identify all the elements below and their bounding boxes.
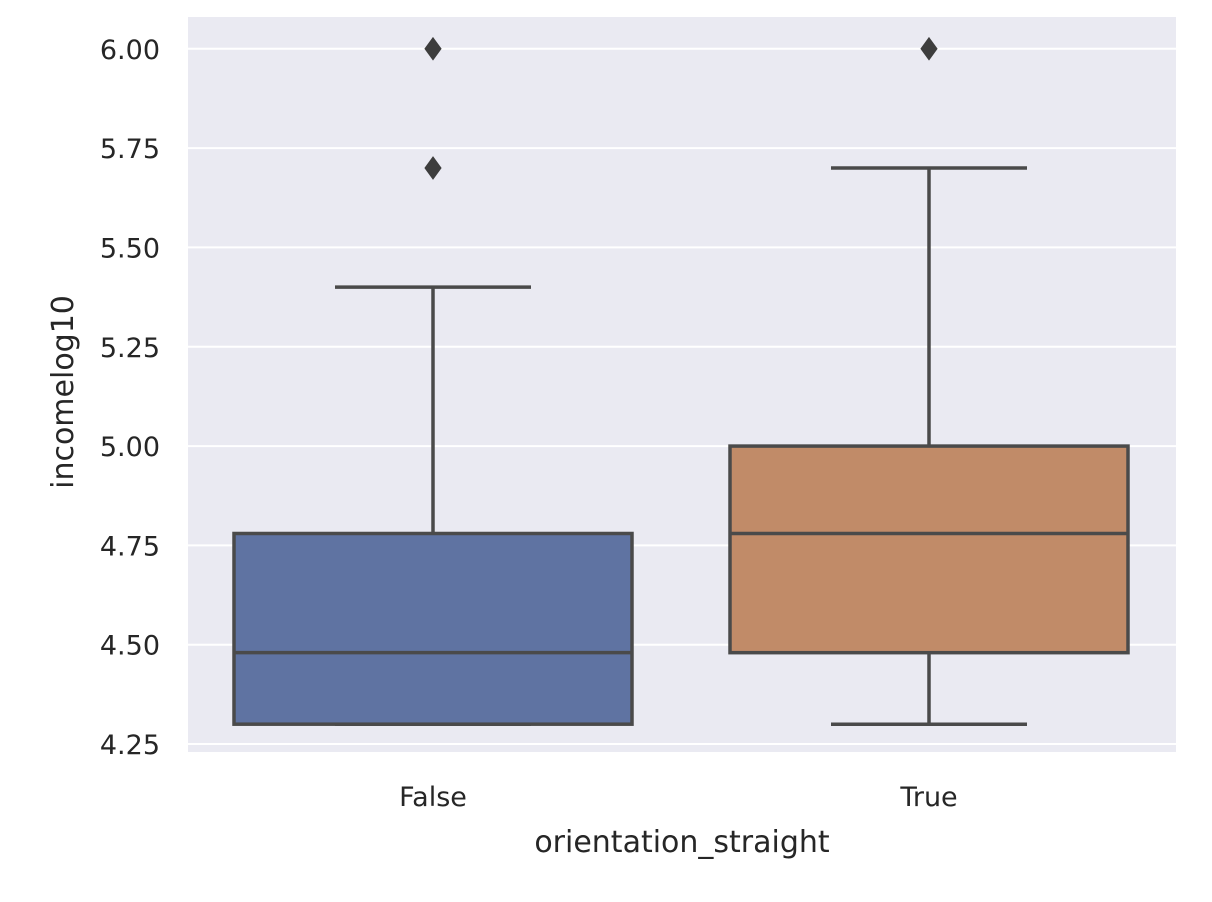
y-tick-label: 5.75 — [100, 134, 160, 165]
y-axis-label: incomelog10 — [46, 295, 81, 489]
y-tick-label: 4.50 — [100, 631, 160, 662]
iqr-box — [728, 444, 1130, 655]
y-tick-label: 4.75 — [100, 531, 160, 562]
y-tick-labels: 4.25 4.50 4.75 5.00 5.25 5.50 5.75 6.00 — [100, 35, 160, 761]
x-tick-label: True — [899, 782, 957, 813]
y-tick-label: 5.25 — [100, 333, 160, 364]
x-axis-label: orientation_straight — [534, 825, 830, 860]
iqr-box — [232, 531, 634, 726]
boxes — [232, 36, 1130, 726]
outlier-point — [424, 36, 442, 61]
x-tick-labels: False True — [399, 782, 958, 813]
box-false — [232, 36, 634, 726]
outlier-point — [920, 36, 938, 61]
y-tick-label: 6.00 — [100, 35, 160, 66]
x-tick-label: False — [399, 782, 467, 813]
y-tick-label: 4.25 — [100, 730, 160, 761]
y-tick-label: 5.50 — [100, 233, 160, 264]
outlier-point — [424, 156, 442, 180]
box-true — [728, 36, 1130, 726]
y-tick-label: 5.00 — [100, 432, 160, 463]
